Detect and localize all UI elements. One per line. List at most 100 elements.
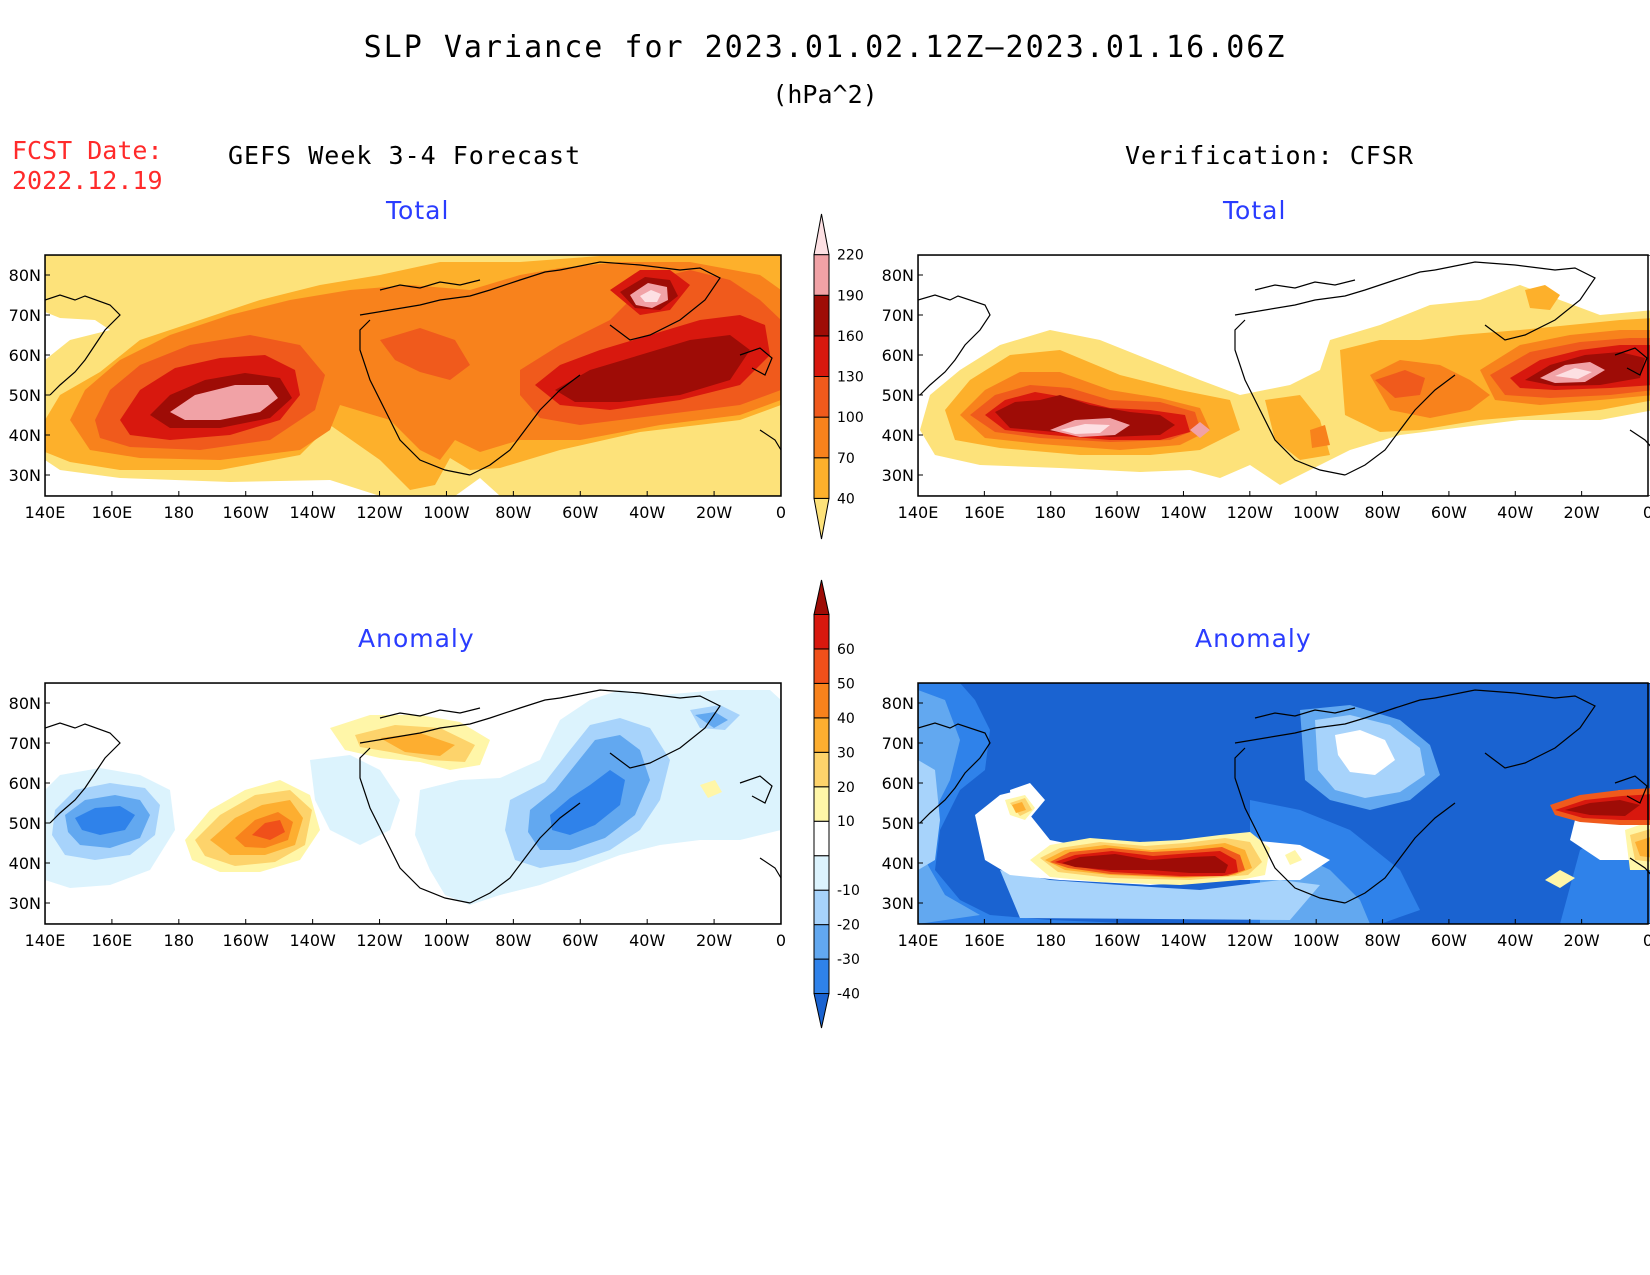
lon-tick-label: 120W: [356, 931, 403, 950]
colorbar-swatch: [813, 855, 830, 891]
lon-tick-label: 160E: [92, 931, 133, 950]
lon-tick-label: 140E: [898, 931, 939, 950]
colorbar-swatch: [813, 786, 830, 822]
lon-tick-label: 140E: [25, 931, 66, 950]
lon-tick-label: 100W: [423, 503, 470, 522]
lon-tick-label: 0: [1643, 931, 1650, 950]
colorbar-tick-label: 130: [837, 370, 864, 386]
colorbar-swatch: [813, 889, 830, 926]
colorbar-tick-label: 50: [837, 676, 855, 692]
lon-tick-label: 100W: [423, 931, 470, 950]
gefs-total-frame: [44, 254, 782, 497]
lon-tick-label: 180: [164, 503, 195, 522]
lon-tick-label: 140W: [289, 931, 336, 950]
lon-tick-label: 140E: [898, 503, 939, 522]
lon-tick-label: 140W: [1160, 503, 1207, 522]
gefs-total-contour-220: [170, 283, 668, 420]
colorbar-swatch: [813, 457, 830, 499]
colorbar-tick-label: 220: [837, 248, 864, 264]
lon-tick-label: 20W: [696, 503, 732, 522]
colorbar-tick-label: 100: [837, 410, 864, 426]
cfsr-total-map: [918, 255, 1650, 496]
anomaly-colorbar: -40 -30 -20 -10 10 20 30 40 50 60: [813, 579, 860, 1029]
gefs-anomaly-map: [45, 683, 781, 924]
lon-tick-label: 120W: [1227, 931, 1274, 950]
colorbar-swatch: [813, 682, 830, 719]
lon-tick-label: 160E: [964, 931, 1005, 950]
coastline-outline: [45, 261, 781, 476]
lat-tick-label: 50N: [9, 814, 41, 833]
lon-tick-label: 180: [1035, 931, 1066, 950]
colorbar-tick-label: 160: [837, 329, 864, 345]
lon-tick-label: 0: [1643, 503, 1650, 522]
lon-tick-label: 60W: [562, 503, 598, 522]
axis-labels: 80N 70N 60N 50N 40N 30N 140E 160E 180 160W 140W 120…: [9, 266, 1650, 950]
lat-tick-label: 30N: [882, 894, 914, 913]
cfsr-anomaly-contour-neg10: [918, 715, 1425, 920]
lat-tick-label: 60N: [882, 774, 914, 793]
colorbar-swatch: [813, 579, 830, 615]
lat-tick-label: 40N: [9, 426, 41, 445]
lon-tick-label: 160E: [964, 503, 1005, 522]
colorbar-swatch: [813, 213, 830, 256]
lat-tick-label: 70N: [882, 734, 914, 753]
lat-tick-label: 60N: [9, 774, 41, 793]
lon-tick-label: 40W: [1497, 931, 1533, 950]
lon-tick-label: 100W: [1293, 503, 1340, 522]
lat-tick-label: 40N: [9, 854, 41, 873]
gefs-anomaly-contour-pos50: [252, 820, 285, 840]
forecast-date-value: 2022.12.19: [12, 166, 163, 195]
coastline-outline: [918, 261, 1650, 476]
lat-tick-label: 40N: [882, 854, 914, 873]
lat-tick-label: 80N: [9, 266, 41, 285]
lat-tick-label: 60N: [9, 346, 41, 365]
cfsr-anomaly-title: Anomaly: [1195, 624, 1312, 653]
lon-tick-label: 60W: [562, 931, 598, 950]
lat-tick-label: 30N: [9, 894, 41, 913]
gefs-anomaly-title: Anomaly: [358, 624, 475, 653]
lon-tick-label: 100W: [1293, 931, 1340, 950]
colorbar-tick-label: -20: [837, 918, 860, 934]
lat-tick-label: 30N: [882, 466, 914, 485]
lon-tick-label: 160W: [1094, 503, 1141, 522]
lat-tick-label: 80N: [882, 694, 914, 713]
lat-tick-label: 80N: [9, 694, 41, 713]
colorbar-swatch: [813, 751, 830, 788]
cfsr-total-title: Total: [1223, 196, 1287, 225]
colorbar-swatch: [813, 254, 830, 296]
colorbar-swatch: [813, 648, 830, 684]
cfsr-anomaly-frame: [917, 682, 1649, 925]
lon-tick-label: 20W: [696, 931, 732, 950]
colorbar-tick-label: 60: [837, 642, 855, 658]
lon-tick-label: 60W: [1431, 931, 1467, 950]
lon-tick-label: 120W: [356, 503, 403, 522]
lat-tick-label: 70N: [882, 306, 914, 325]
lat-tick-label: 80N: [882, 266, 914, 285]
colorbar-tick-label: 190: [837, 288, 864, 304]
lon-tick-label: 120W: [1227, 503, 1274, 522]
coastline-outline: [918, 689, 1650, 904]
lon-tick-label: 180: [164, 931, 195, 950]
lat-tick-label: 40N: [882, 426, 914, 445]
lon-tick-label: 40W: [629, 503, 665, 522]
colorbar-swatch: [813, 335, 830, 377]
lon-tick-label: 40W: [629, 931, 665, 950]
lat-tick-label: 50N: [882, 386, 914, 405]
cfsr-anomaly-map: [918, 683, 1650, 924]
colorbar-swatch: [813, 820, 830, 857]
total-colorbar: 40 70 100 130 160 190 220: [813, 213, 864, 540]
cfsr-total-frame: [917, 254, 1649, 497]
colorbar-tick-label: 20: [837, 780, 855, 796]
lon-tick-label: 160W: [1094, 931, 1141, 950]
colorbar-tick-label: 70: [837, 451, 855, 467]
colorbar-swatch: [813, 717, 830, 753]
lon-tick-label: 60W: [1431, 503, 1467, 522]
lon-tick-label: 160W: [223, 503, 270, 522]
colorbar-swatch: [813, 376, 830, 418]
lat-tick-label: 30N: [9, 466, 41, 485]
units-label: (hPa^2): [772, 80, 878, 109]
lat-tick-label: 50N: [882, 814, 914, 833]
colorbar-tick-label: 30: [837, 745, 855, 761]
lon-tick-label: 40W: [1497, 503, 1533, 522]
